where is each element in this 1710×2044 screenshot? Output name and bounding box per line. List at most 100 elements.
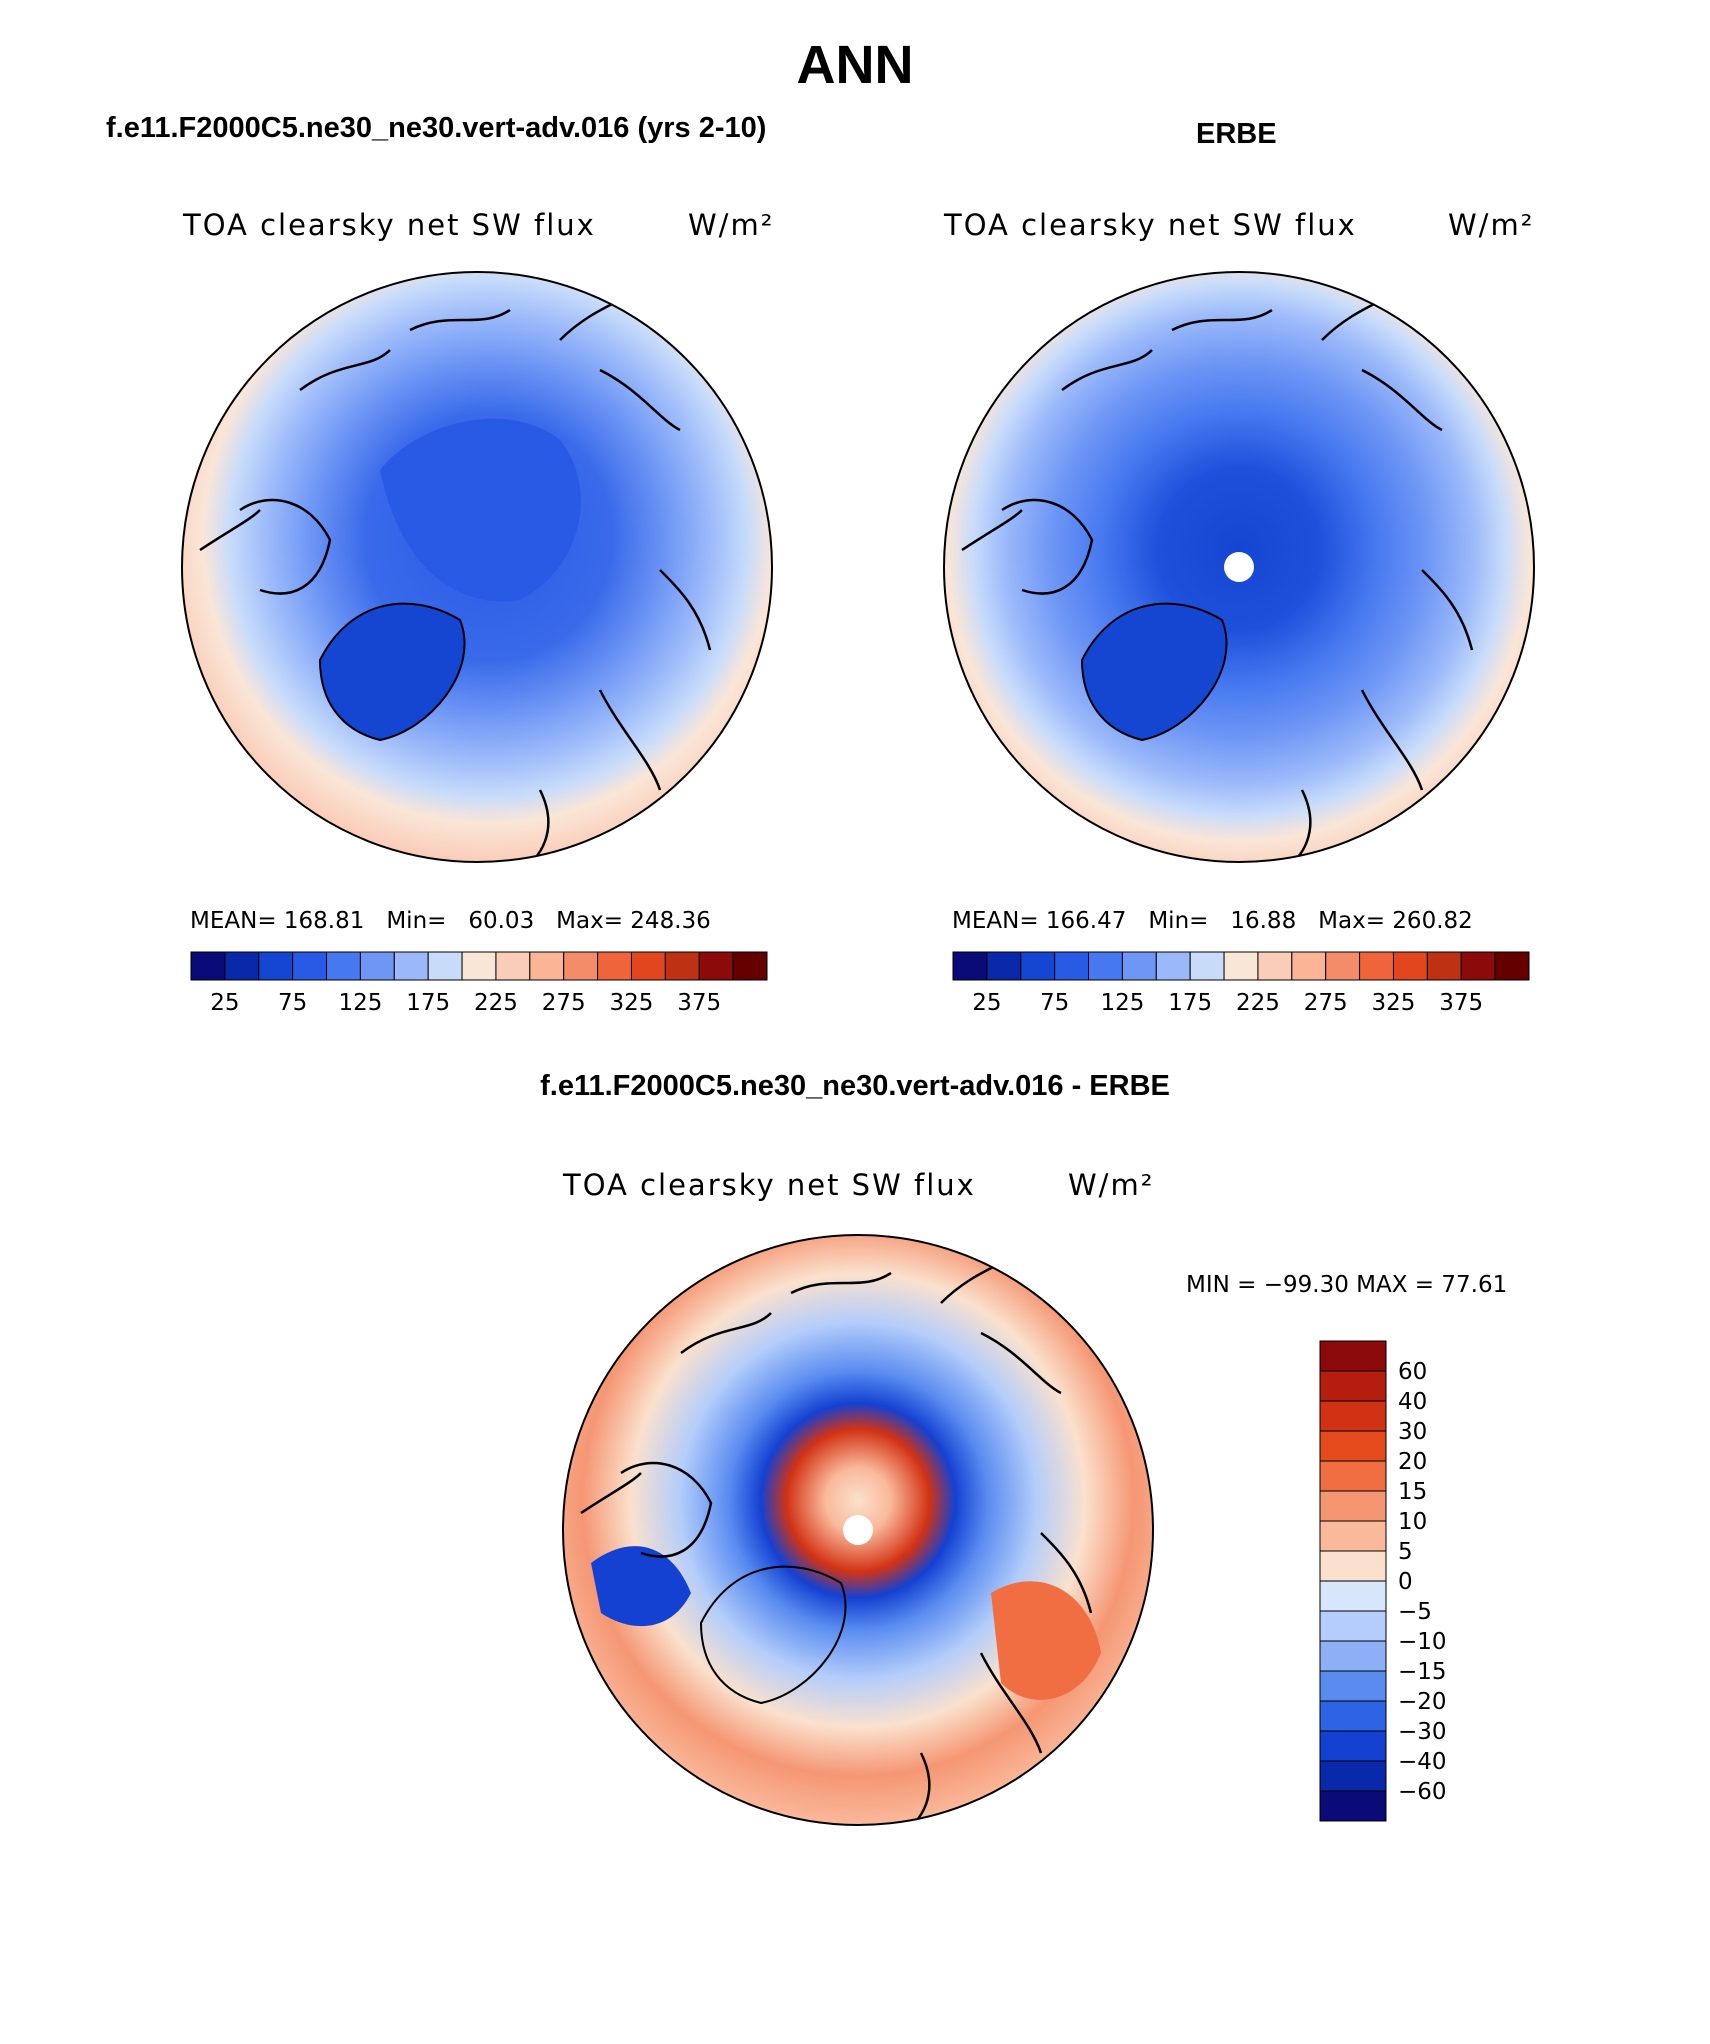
colorbar-tick-label: 60 <box>1398 1359 1427 1385</box>
colorbar-tick-label: 15 <box>1398 1479 1427 1505</box>
map-coastlines <box>580 1261 1101 1825</box>
colorbar-swatch <box>1426 951 1462 981</box>
colorbar-swatch <box>1319 1790 1387 1822</box>
colorbar-swatch <box>427 951 463 981</box>
colorbar-swatch <box>1319 1670 1387 1702</box>
colorbar-tick-label: −10 <box>1398 1629 1447 1655</box>
colorbar-swatch <box>190 951 226 981</box>
colorbar-swatch <box>1319 1520 1387 1552</box>
colorbar-swatch <box>1460 951 1496 981</box>
colorbar-tick-label: 325 <box>1372 990 1416 1016</box>
colorbar-swatch <box>1319 1610 1387 1642</box>
colorbar-swatch <box>326 951 361 981</box>
map-obs <box>943 271 1535 863</box>
map-border <box>943 271 1535 863</box>
colorbar-tick-label: 225 <box>474 990 518 1016</box>
colorbar-swatch <box>1319 1730 1387 1762</box>
colorbar-swatch <box>258 951 294 981</box>
colorbar-tick-label: 175 <box>406 990 450 1016</box>
max-value: 260.82 <box>1392 908 1473 934</box>
colorbar-swatch <box>1257 951 1293 981</box>
colorbar-swatch <box>1189 951 1225 981</box>
colorbar-tick-label: 75 <box>1040 990 1069 1016</box>
map-model <box>181 271 773 863</box>
map-border <box>562 1234 1154 1826</box>
colorbar-tick-label: 30 <box>1398 1419 1427 1445</box>
panel-model-stats: MEAN= 168.81 Min= 60.03 Max= 248.36 <box>190 908 711 934</box>
colorbar-swatch <box>1319 1700 1387 1732</box>
colorbar-tick-label: 25 <box>972 990 1001 1016</box>
anomaly-patch <box>591 1546 691 1627</box>
panel-obs-units: W/m² <box>1448 208 1535 242</box>
diff-minmax: MIN = −99.30 MAX = 77.61 <box>1186 1272 1508 1298</box>
pole-hole <box>1224 552 1254 582</box>
colorbar-tick-label: 375 <box>677 990 721 1016</box>
colorbar-tick-label: 325 <box>610 990 654 1016</box>
colorbar-swatch <box>1020 951 1056 981</box>
greenland-outline <box>699 1565 847 1705</box>
colorbar-tick-label: 275 <box>542 990 586 1016</box>
colorbar-tick-label: −15 <box>1398 1659 1447 1685</box>
colorbar-swatch <box>1155 951 1191 981</box>
colorbar-swatch <box>393 951 429 981</box>
map-coastlines <box>199 298 712 862</box>
colorbar-tick-label: −5 <box>1398 1599 1432 1625</box>
mean-value: 166.47 <box>1045 908 1127 934</box>
colorbar-tick-label: 75 <box>278 990 307 1016</box>
mean-value: 168.81 <box>283 908 365 934</box>
colorbar-tick-label: −40 <box>1398 1749 1447 1775</box>
colorbar-swatch <box>1319 1580 1387 1612</box>
colorbar-tick-label: 20 <box>1398 1449 1427 1475</box>
colorbar-swatch <box>1319 1400 1387 1432</box>
colorbar-swatch <box>1054 951 1090 981</box>
colorbar-swatch <box>563 951 599 981</box>
colorbar-tick-label: 5 <box>1398 1539 1413 1565</box>
colorbar-diff: 60 40 30 20 15 10 5 0 −5 −10 −15 −20 −30 −40 −60 <box>1319 1340 1447 1822</box>
colorbar-tick-label: 125 <box>1100 990 1144 1016</box>
pole-hole <box>843 1515 873 1545</box>
anomaly-patch <box>991 1581 1101 1700</box>
min-value: 60.03 <box>468 908 535 934</box>
colorbar-swatch <box>224 951 260 981</box>
max-label: Max= <box>1318 908 1385 934</box>
mean-label: MEAN= <box>190 908 277 934</box>
colorbar-swatch <box>1319 1340 1387 1372</box>
colorbar-swatch <box>1319 1460 1387 1492</box>
colorbar-swatch <box>952 951 988 981</box>
coastline-paths <box>580 1261 1093 1825</box>
colorbar-swatch <box>1494 951 1530 981</box>
colorbar-tick-label: −30 <box>1398 1719 1447 1745</box>
max-label: Max= <box>556 908 623 934</box>
panel-model-units: W/m² <box>688 208 775 242</box>
panel-obs-stats: MEAN= 166.47 Min= 16.88 Max= 260.82 <box>952 908 1473 934</box>
colorbar-swatch <box>1319 1550 1387 1582</box>
colorbar-swatch <box>1223 951 1259 981</box>
max-value: 248.36 <box>630 908 711 934</box>
colorbar-swatch <box>1359 951 1394 981</box>
coastline-paths <box>961 298 1474 862</box>
colorbar-swatch <box>698 951 734 981</box>
colorbar-model: 25 75 125 175 225 275 325 375 <box>190 951 768 1016</box>
diff-units: W/m² <box>1068 1168 1155 1202</box>
diff-variable: TOA clearsky net SW flux <box>563 1168 976 1202</box>
page-title: ANN <box>796 35 914 95</box>
colorbar-swatch <box>1319 1640 1387 1672</box>
arctic-ocean-region <box>380 418 581 602</box>
colorbar-tick-label: 275 <box>1304 990 1348 1016</box>
colorbar-tick-label: −20 <box>1398 1689 1447 1715</box>
colorbar-swatch <box>1319 1490 1387 1522</box>
mean-label: MEAN= <box>952 908 1039 934</box>
colorbar-swatch <box>1319 1370 1387 1402</box>
map-border <box>181 271 773 863</box>
colorbar-swatch <box>1088 951 1123 981</box>
colorbar-tick-label: 125 <box>338 990 382 1016</box>
colorbar-swatch <box>359 951 395 981</box>
min-label: Min= <box>1148 908 1209 934</box>
colorbar-swatch <box>1291 951 1327 981</box>
colorbar-swatch <box>986 951 1022 981</box>
greenland-landmass <box>1080 602 1228 742</box>
colorbar-swatch <box>529 951 565 981</box>
colorbar-tick-label: 40 <box>1398 1389 1427 1415</box>
map-diff <box>562 1234 1154 1826</box>
colorbar-swatch <box>1319 1430 1387 1462</box>
